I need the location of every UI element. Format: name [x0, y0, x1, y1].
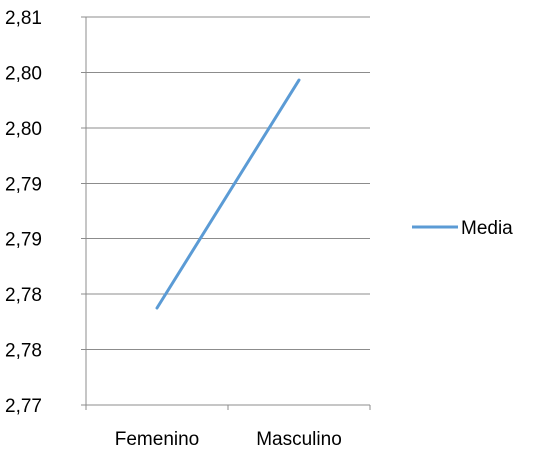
y-tick-label: 2,78: [5, 341, 42, 362]
y-tick-label: 2,81: [5, 8, 42, 29]
y-tick-label: 2,80: [5, 63, 42, 84]
y-tick-label: 2,79: [5, 174, 42, 195]
gridlines: [86, 17, 370, 350]
x-tick-label: Femenino: [115, 429, 200, 449]
y-tick-labels: 2,77 2,78 2,78 2,79 2,79 2,80 2,80 2,81: [5, 8, 42, 417]
x-tick-label: Masculino: [256, 429, 342, 449]
y-tick-label: 2,80: [5, 119, 42, 140]
legend-label-media: Media: [461, 218, 513, 239]
y-tick-label: 2,77: [5, 396, 42, 417]
y-tick-label: 2,79: [5, 230, 42, 251]
legend: Media: [412, 218, 513, 239]
y-tick-label: 2,78: [5, 285, 42, 306]
axes: [81, 17, 370, 410]
x-tick-labels: Femenino Masculino: [115, 429, 342, 449]
series-lines: [157, 80, 299, 308]
series-line: [157, 80, 299, 308]
